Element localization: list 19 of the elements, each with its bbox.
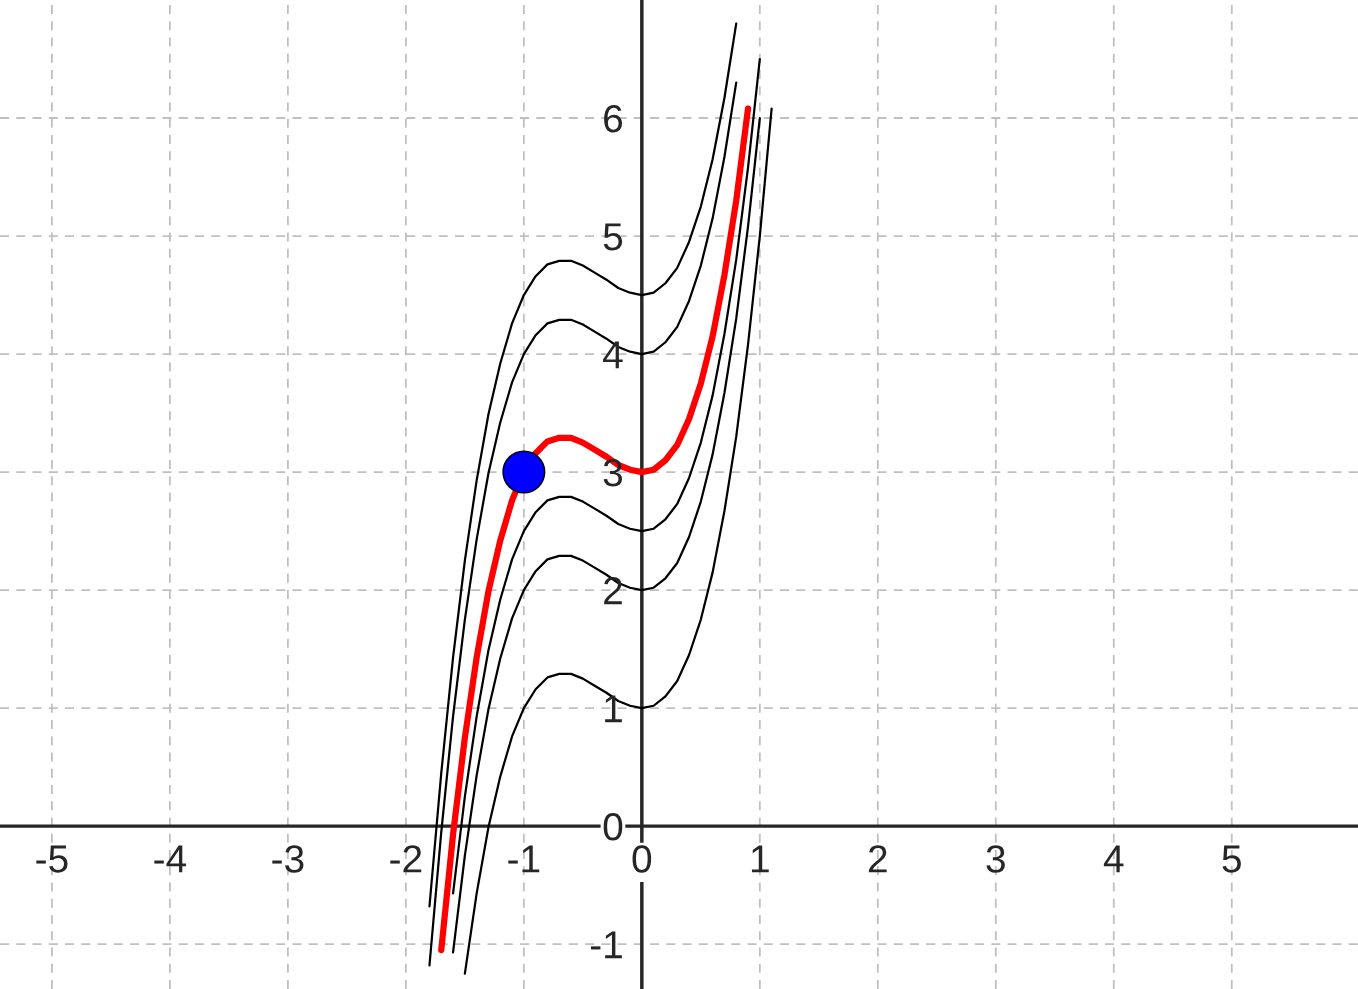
x-tick-label: -4: [154, 845, 187, 873]
y-tick-label: 0: [603, 813, 623, 841]
x-tick-label: -2: [390, 845, 422, 873]
y-tick-label: 4: [603, 341, 623, 369]
y-tick-label: 5: [603, 223, 623, 251]
x-tick-label: 3: [986, 845, 1005, 873]
y-tick-label: 3: [603, 459, 623, 487]
y-tick-label: 6: [604, 104, 623, 133]
x-tick-label: -3: [272, 845, 304, 873]
x-tick-label: -5: [36, 845, 68, 873]
x-tick-label: -1: [508, 845, 540, 873]
x-tick-label: 4: [1103, 845, 1124, 873]
y-tick-label: 2: [604, 577, 622, 605]
x-tick-label: 5: [1222, 845, 1241, 873]
x-tick-label: 0: [632, 845, 652, 873]
x-tick-label: 1: [751, 845, 769, 873]
x-tick-label: 2: [868, 845, 887, 873]
y-tick-label: -1: [590, 931, 622, 959]
y-tick-label: 1: [605, 695, 622, 723]
